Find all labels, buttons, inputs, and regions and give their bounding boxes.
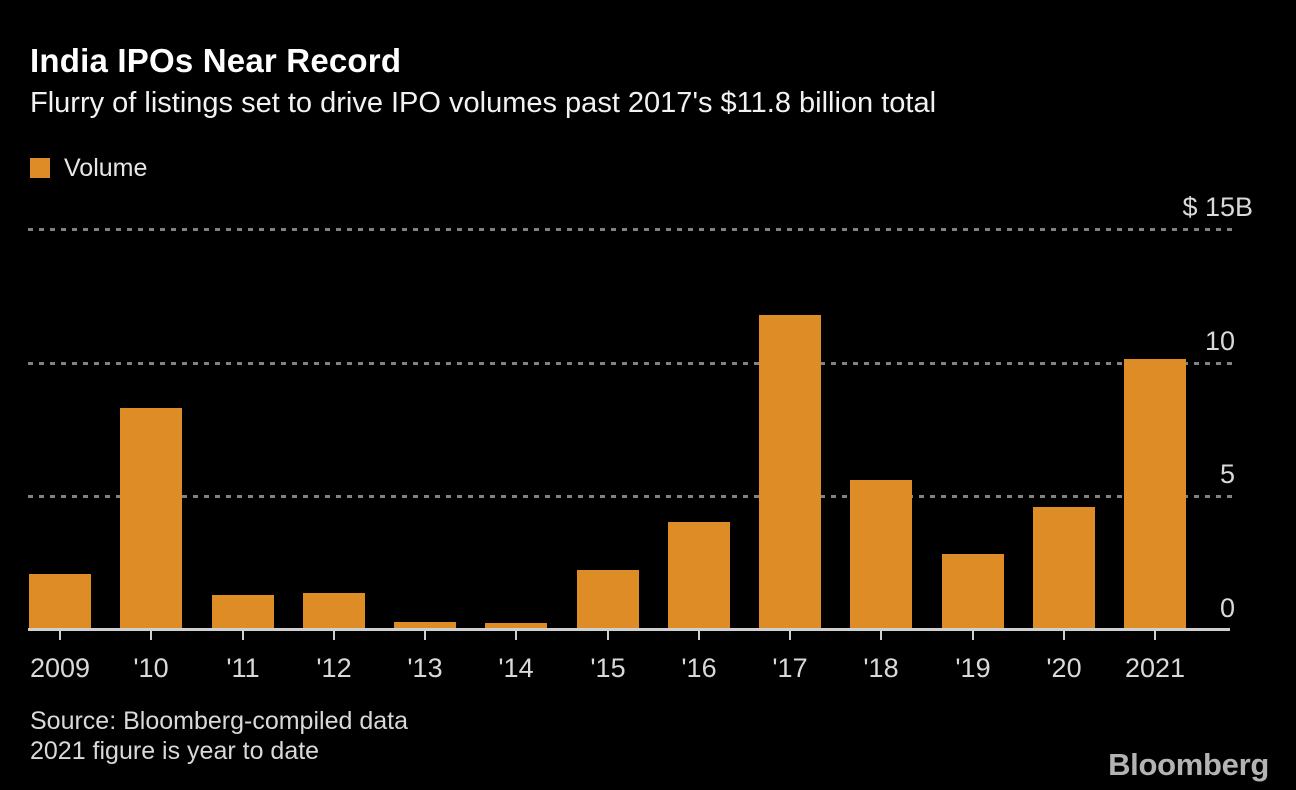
source-line: Source: Bloomberg-compiled data (30, 707, 408, 735)
x-axis-line (28, 628, 1230, 631)
x-axis-label-15: '15 (590, 653, 626, 683)
y-tick-value: 10 (1204, 326, 1235, 356)
bloomberg-logo: Bloomberg (1108, 747, 1269, 782)
x-axis-tick-14 (515, 631, 517, 640)
bar-15 (577, 570, 639, 630)
x-axis-tick-17 (789, 631, 791, 640)
bar-12 (303, 593, 365, 630)
x-axis-label-11: '11 (226, 653, 260, 683)
x-axis-label-18: '18 (863, 653, 899, 683)
bar-18 (850, 480, 912, 630)
x-axis-label-20: '20 (1046, 653, 1082, 683)
x-axis-tick-20 (1063, 631, 1065, 640)
bar-11 (212, 595, 274, 630)
y-tick-label-5: 5 (1220, 460, 1235, 488)
x-axis-tick-2021 (1154, 631, 1156, 640)
gridline-5 (28, 495, 1235, 498)
x-axis-label-13: '13 (407, 653, 443, 683)
legend-label-volume: Volume (64, 154, 148, 182)
x-axis-label-19: '19 (955, 653, 991, 683)
chart-title: India IPOs Near Record (30, 42, 402, 79)
x-axis-label-16: '16 (681, 653, 717, 683)
x-axis-label-2009: 2009 (29, 653, 91, 683)
bar-14 (485, 623, 547, 630)
bar-2021 (1124, 359, 1186, 630)
x-axis-label-14: '14 (498, 653, 534, 683)
bar-2009 (29, 574, 91, 630)
x-axis-tick-10 (150, 631, 152, 640)
bar-19 (942, 554, 1004, 630)
x-axis-tick-12 (333, 631, 335, 640)
x-axis-tick-15 (607, 631, 609, 640)
bar-16 (668, 522, 730, 630)
x-axis-tick-16 (698, 631, 700, 640)
y-tick-value: 5 (1219, 459, 1235, 489)
x-axis-tick-18 (880, 631, 882, 640)
x-axis-label-17: '17 (772, 653, 808, 683)
bar-17 (759, 315, 821, 630)
legend: Volume (30, 155, 147, 181)
source-note: Source: Bloomberg-compiled data 2021 fig… (30, 706, 408, 766)
x-axis-label-12: '12 (316, 653, 352, 683)
y-tick-value: 0 (1219, 593, 1235, 623)
legend-swatch-icon (30, 158, 50, 178)
x-axis-tick-13 (424, 631, 426, 640)
y-tick-label-15: $ 15 B (1182, 192, 1253, 222)
source-note-line: 2021 figure is year to date (30, 737, 320, 765)
bar-20 (1033, 507, 1095, 630)
x-axis-label-10: '10 (133, 653, 169, 683)
y-tick-label-0: 0 (1220, 594, 1235, 622)
y-axis-unit: B (1235, 192, 1254, 222)
y-tick-label-10: 10 (1205, 327, 1235, 355)
x-axis-tick-11 (242, 631, 244, 640)
x-axis-tick-19 (972, 631, 974, 640)
x-axis-label-2021: 2021 (1124, 653, 1186, 683)
x-axis-tick-2009 (59, 631, 61, 640)
y-tick-value: $ 15 (1182, 192, 1235, 222)
bar-10 (120, 408, 182, 630)
gridline-15 (28, 228, 1235, 231)
bar-13 (394, 622, 456, 630)
gridline-10 (28, 362, 1235, 365)
chart-subtitle: Flurry of listings set to drive IPO volu… (30, 87, 937, 119)
